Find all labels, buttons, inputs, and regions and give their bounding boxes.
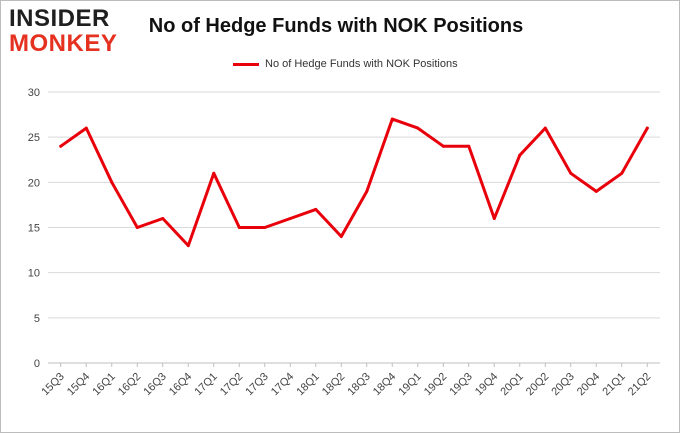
x-tick-label: 20Q4	[575, 371, 603, 399]
data-point	[594, 189, 598, 193]
x-tick-label: 17Q4	[269, 371, 297, 399]
data-point	[620, 171, 624, 175]
x-tick-label: 20Q1	[498, 371, 526, 399]
x-tick-label: 15Q3	[39, 371, 67, 399]
x-tick-label: 18Q4	[371, 371, 399, 399]
legend-swatch	[233, 62, 259, 66]
x-tick-label: 17Q1	[192, 371, 220, 399]
chart-title: No of Hedge Funds with NOK Positions	[148, 15, 524, 37]
x-tick-label: 19Q3	[447, 371, 475, 399]
x-tick-label: 19Q1	[396, 371, 424, 399]
y-tick-label: 0	[34, 358, 40, 370]
y-tick-label: 15	[28, 223, 40, 235]
data-point	[518, 153, 522, 157]
data-point	[84, 126, 88, 130]
data-point	[492, 216, 496, 220]
chart-legend: No of Hedge Funds with NOK Positions	[233, 57, 458, 71]
x-tick-label: 16Q1	[90, 371, 118, 399]
data-point	[186, 244, 190, 248]
y-tick-label: 25	[28, 132, 40, 144]
x-tick-label: 19Q2	[422, 371, 450, 399]
data-point	[161, 216, 165, 220]
x-tick-label: 18Q2	[320, 371, 348, 399]
logo-line-2: MONKEY	[9, 30, 118, 57]
legend-label: No of Hedge Funds with NOK Positions	[265, 58, 458, 70]
data-point	[645, 126, 649, 130]
x-tick-label: 16Q2	[116, 371, 144, 399]
x-tick-label: 16Q3	[141, 371, 169, 399]
x-tick-label: 17Q2	[218, 371, 246, 399]
x-tick-label: 15Q4	[65, 371, 93, 399]
insider-monkey-logo: INSIDER MONKEY	[9, 7, 133, 57]
x-tick-label: 18Q1	[294, 371, 322, 399]
x-tick-label: 19Q4	[473, 371, 501, 399]
data-point	[441, 144, 445, 148]
data-point	[365, 189, 369, 193]
x-tick-label: 20Q3	[549, 371, 577, 399]
y-tick-label: 20	[28, 177, 40, 189]
data-point	[543, 126, 547, 130]
data-point	[59, 144, 63, 148]
series-line-0	[59, 117, 649, 248]
y-tick-label: 30	[28, 87, 40, 99]
data-point	[263, 226, 267, 229]
y-tick-label: 10	[28, 268, 40, 280]
data-point	[416, 126, 420, 130]
x-tick-label: 20Q2	[524, 371, 552, 399]
x-tick-label: 17Q3	[243, 371, 271, 399]
data-point	[212, 171, 216, 175]
x-tick-label: 21Q1	[600, 371, 628, 399]
x-tick-label: 16Q4	[167, 371, 195, 399]
data-point	[467, 144, 471, 148]
data-point	[339, 235, 343, 239]
x-tick-label: 18Q3	[345, 371, 373, 399]
logo-line-1: INSIDER	[9, 5, 110, 32]
data-point	[390, 117, 394, 121]
data-point	[288, 216, 292, 220]
data-point	[569, 171, 573, 175]
data-point	[110, 180, 114, 184]
data-point	[314, 207, 318, 211]
y-tick-label: 5	[34, 313, 40, 325]
data-point	[237, 226, 241, 229]
data-point	[135, 226, 139, 229]
x-tick-label: 21Q2	[626, 371, 654, 399]
